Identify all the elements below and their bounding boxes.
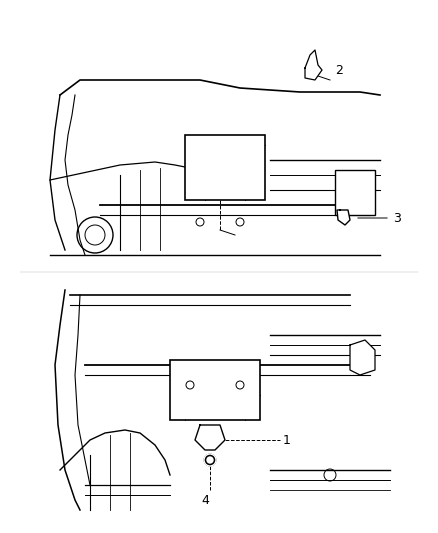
Bar <box>170 360 260 420</box>
Text: 4: 4 <box>201 494 209 506</box>
Text: 1: 1 <box>283 433 291 447</box>
Bar <box>185 135 265 200</box>
Polygon shape <box>195 425 225 450</box>
Circle shape <box>204 454 216 466</box>
Bar <box>335 170 375 215</box>
Text: 3: 3 <box>393 212 401 224</box>
Polygon shape <box>337 210 350 225</box>
Circle shape <box>207 457 213 463</box>
Polygon shape <box>350 340 375 375</box>
Text: 2: 2 <box>335 63 343 77</box>
Polygon shape <box>305 50 322 80</box>
